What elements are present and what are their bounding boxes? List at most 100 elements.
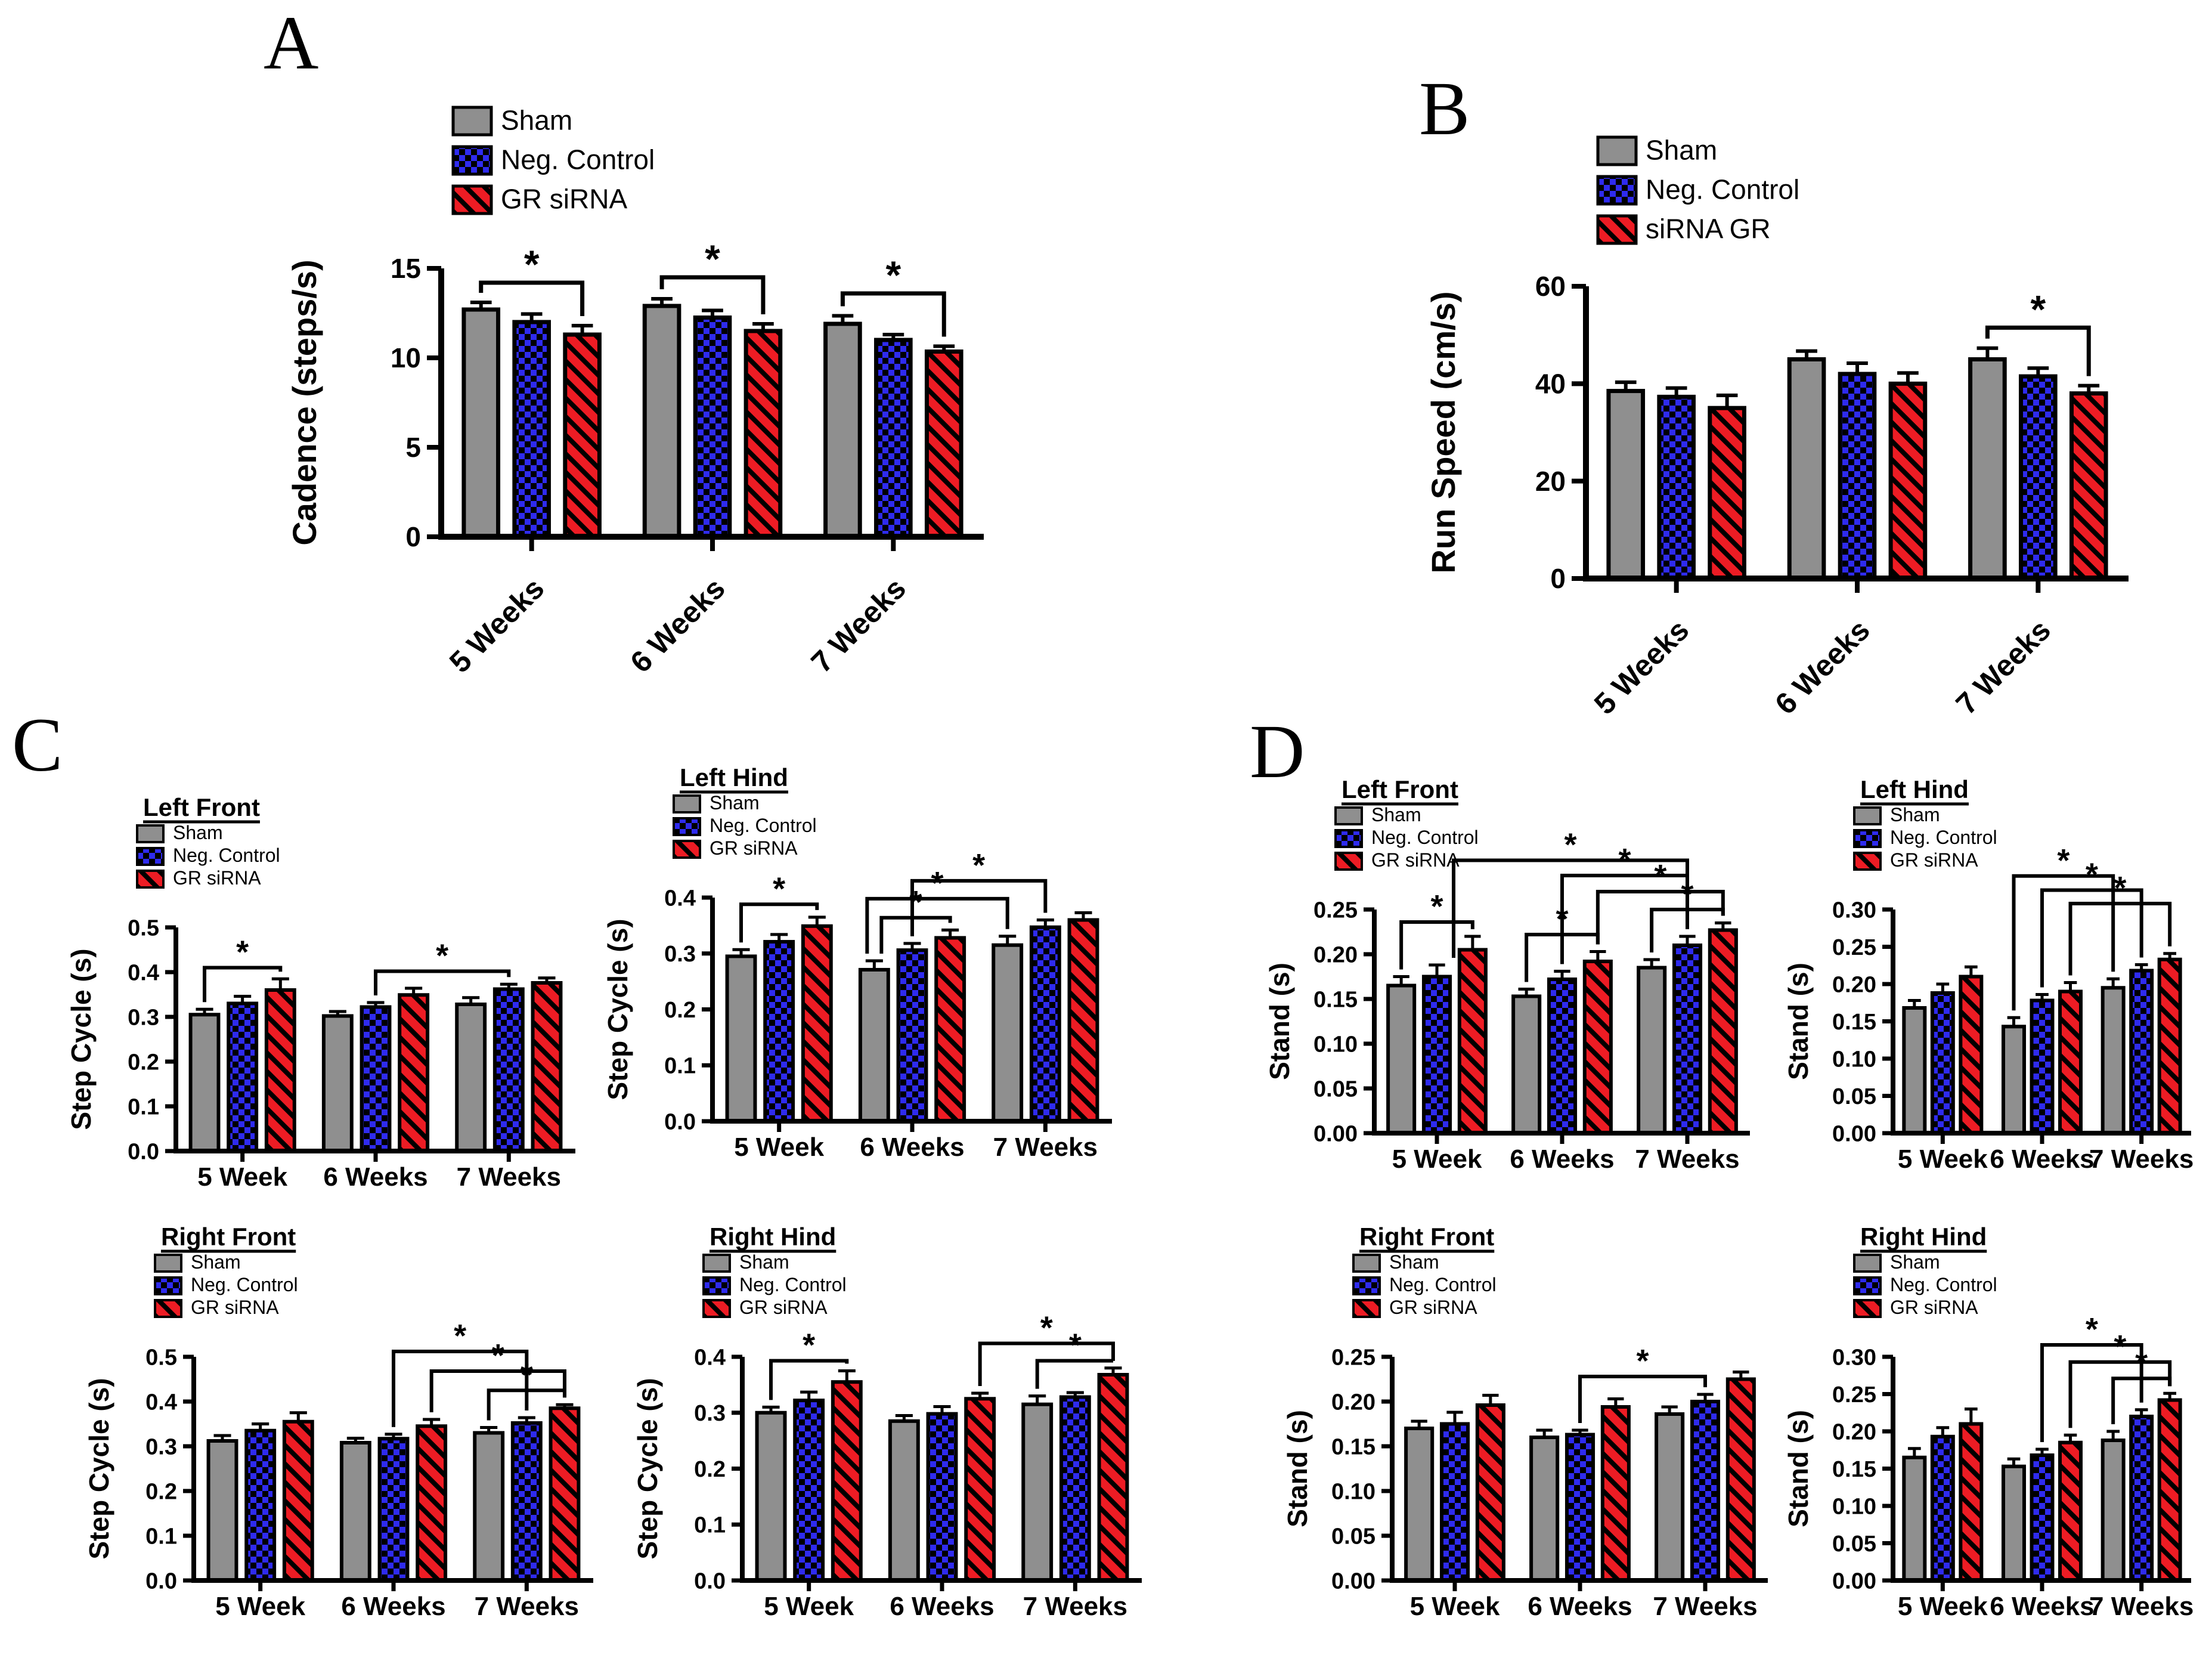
bar: [763, 940, 795, 1123]
bar: [1902, 1006, 1927, 1135]
legend-label: GR siRNA: [710, 837, 798, 859]
bar: [1930, 1434, 1955, 1582]
x-tick-labels: 5 Weeks 6 Weeks 7 Weeks: [1588, 613, 2057, 720]
bracket: [1578, 1375, 1707, 1423]
x-tick-label: 7 Weeks: [1950, 613, 2057, 720]
chart-title: Right Hind: [710, 1223, 836, 1251]
chart-c_rh: 0.0 0.1 0.2 0.3 0.4 5 Week 6 Weeks 7 Weeks Step …: [632, 1223, 1142, 1621]
bracket: [910, 879, 1048, 936]
significance-brackets: * * *: [769, 1310, 1115, 1400]
legend-swatch: [702, 1276, 731, 1295]
panel-label-d: D: [1250, 709, 1305, 794]
x-tick-labels: 5 Weeks 6 Weeks 7 Weeks: [443, 571, 912, 679]
bar: [2058, 1440, 2083, 1582]
bracket: [769, 1359, 849, 1400]
y-tick-label: 0.00: [1313, 1121, 1358, 1146]
bar: [2129, 1415, 2154, 1582]
bracket: [1035, 1359, 1115, 1389]
chart-d_lh: 0.00 0.05 0.10 0.15 0.20 0.25 0.30 5 Week 6 Week…: [1783, 775, 2194, 1174]
bar: [874, 338, 913, 539]
bar: [964, 1397, 996, 1582]
legend-swatch: [1352, 1254, 1381, 1273]
bracket: [659, 275, 766, 314]
bracket: [429, 1369, 566, 1412]
bar: [896, 948, 928, 1123]
chart-c_lh: 0.0 0.1 0.2 0.3 0.4 5 Week 6 Weeks 7 Weeks Step …: [602, 763, 1112, 1162]
error-bars: [762, 1366, 1122, 1421]
x-tick-label: 7 Weeks: [993, 1133, 1098, 1162]
x-tick-label: 6 Weeks: [1768, 613, 1876, 720]
y-tick-label: 0.10: [1331, 1479, 1375, 1504]
significance-star: *: [454, 1318, 466, 1354]
bar: [1888, 381, 1928, 581]
y-tick-label: 0.00: [1331, 1569, 1375, 1594]
bar: [2002, 1025, 2026, 1135]
x-tick-label: 6 Weeks: [323, 1162, 427, 1192]
y-tick-label: 0.0: [694, 1569, 726, 1594]
legend-swatch: [136, 847, 165, 866]
y-tick-label: 0.1: [694, 1513, 726, 1538]
bar: [642, 304, 681, 539]
significance-star: *: [1069, 1328, 1082, 1363]
significance-star: *: [2086, 857, 2098, 893]
legend-label: GR siRNA: [501, 184, 627, 215]
axes: 0.0 0.1 0.2 0.3 0.4: [694, 1345, 1142, 1594]
y-tick-label: 5: [405, 432, 421, 463]
bracket: [1596, 890, 1725, 945]
bar: [321, 1014, 354, 1153]
x-tick-label: 7 Weeks: [1023, 1592, 1127, 1621]
legend-label: Sham: [1646, 135, 1717, 166]
legend-swatch: [1352, 1276, 1381, 1295]
significance-star: *: [773, 871, 785, 907]
significance-star: *: [2086, 1311, 2098, 1347]
x-tick-label: 5 Weeks: [443, 571, 550, 679]
bar: [2157, 957, 2182, 1135]
y-axis-label: Stand (s): [1783, 1410, 1814, 1527]
bar: [188, 1013, 221, 1153]
bracket: [203, 966, 283, 1003]
significance-brackets: * *** * *: [1399, 827, 1725, 982]
chart-title: Right Front: [161, 1223, 296, 1251]
legend-label: siRNA GR: [1646, 214, 1771, 245]
x-tick-label: 7 Weeks: [475, 1592, 579, 1621]
bar: [416, 1424, 448, 1582]
legend-label: Sham: [739, 1251, 789, 1273]
legend-label: Sham: [501, 105, 572, 136]
significance-star: *: [972, 847, 985, 883]
y-tick-label: 0.10: [1313, 1032, 1358, 1057]
bars: [1606, 357, 2108, 581]
y-tick-label: 0.3: [694, 1401, 726, 1426]
bracket: [1399, 920, 1474, 970]
legend-swatch: [154, 1299, 182, 1318]
error-bars: [213, 1403, 574, 1443]
chart-d_rf: 0.00 0.05 0.10 0.15 0.20 0.25 5 Week 6 Weeks 7 W…: [1282, 1223, 1768, 1621]
bar: [2101, 1439, 2126, 1582]
bar: [992, 943, 1024, 1123]
bar: [282, 1419, 314, 1582]
x-tick-label: 7 Weeks: [2089, 1592, 2194, 1621]
legend-swatch: [1853, 1276, 1882, 1295]
x-tick-label: 5 Week: [1410, 1592, 1500, 1621]
legend-swatch: [1352, 1299, 1381, 1318]
bracket: [479, 280, 585, 316]
legend: Sham Neg. Control siRNA GR: [1596, 135, 1799, 245]
y-tick-label: 0.2: [664, 998, 696, 1023]
bar: [1439, 1422, 1470, 1582]
y-tick-label: 0.4: [128, 960, 159, 985]
y-tick-label: 20: [1535, 466, 1566, 497]
y-tick-label: 0.5: [128, 915, 159, 941]
x-tick-label: 5 Week: [215, 1592, 305, 1621]
significance-star: *: [2114, 870, 2126, 906]
legend-swatch: [451, 106, 493, 137]
panel-label-b: B: [1419, 66, 1470, 151]
legend-label: Sham: [1371, 804, 1421, 825]
chart-b: 0 20 40 60 5 Weeks 6 Weeks 7 Weeks Run Speed (c…: [1424, 135, 2129, 721]
bar: [1657, 394, 1696, 581]
bars: [188, 981, 563, 1153]
